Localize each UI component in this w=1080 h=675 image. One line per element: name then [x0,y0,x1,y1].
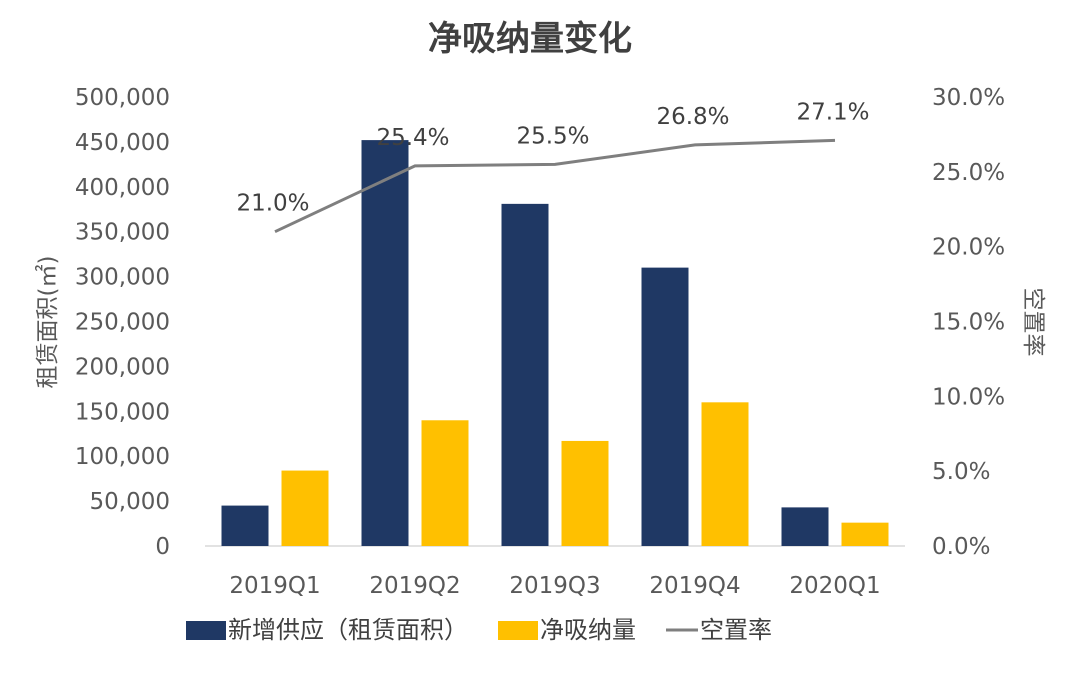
left-tick-label: 200,000 [75,354,170,380]
legend-swatch-2 [498,621,538,640]
right-axis-ticks: 0.0% 5.0% 10.0% 15.0% 20.0% 25.0% 30.0% [932,85,1005,560]
bar-1-2019Q3 [501,203,549,546]
legend-label-3: 空置率 [700,616,772,644]
vacancy-rate-label: 25.5% [516,123,589,149]
bar-1-2020Q1 [781,507,829,546]
left-axis-ticks: 0 50,000 100,000 150,000 200,000 250,000 300,0… [75,85,170,560]
category-label: 2020Q1 [789,573,880,599]
right-tick-label: 0.0% [932,534,990,560]
bar-2-2019Q3 [561,440,609,546]
left-tick-label: 150,000 [75,399,170,425]
right-tick-label: 20.0% [932,235,1005,261]
bar-2-2019Q4 [701,402,749,546]
legend-label-1: 新增供应（租赁面积） [228,616,468,644]
vacancy-rate-label: 21.0% [236,191,309,217]
category-label: 2019Q4 [649,573,740,599]
vacancy-rate-label: 27.1% [796,99,869,125]
bars [221,140,889,546]
line-series: 21.0% 25.4% 25.5% 26.8% 27.1% [236,99,870,234]
vacancy-rate-label: 25.4% [376,125,449,151]
left-tick-label: 450,000 [75,130,170,156]
bar-1-2019Q1 [221,505,269,546]
right-axis-title: 空置率 [1020,288,1046,357]
left-tick-label: 0 [155,534,170,560]
left-tick-label: 400,000 [75,175,170,201]
left-tick-label: 500,000 [75,85,170,111]
category-label: 2019Q3 [509,573,600,599]
left-tick-label: 100,000 [75,444,170,470]
right-tick-label: 15.0% [932,310,1005,336]
vacancy-rate-label: 26.8% [656,104,729,130]
category-labels: 2019Q1 2019Q2 2019Q3 2019Q4 2020Q1 [229,573,880,599]
left-tick-label: 50,000 [90,489,170,515]
right-tick-label: 5.0% [932,459,990,485]
left-tick-label: 250,000 [75,310,170,336]
left-tick-label: 300,000 [75,265,170,291]
legend-label-2: 净吸纳量 [540,616,636,644]
right-tick-label: 25.0% [932,160,1005,186]
left-axis-title: 租赁面积(㎡) [35,256,61,389]
bar-1-2019Q2 [361,140,409,546]
category-label: 2019Q1 [229,573,320,599]
bar-1-2019Q4 [641,267,689,546]
bar-2-2020Q1 [841,522,889,546]
legend: 新增供应（租赁面积） 净吸纳量 空置率 [186,616,772,644]
left-tick-label: 350,000 [75,220,170,246]
legend-swatch-1 [186,621,226,640]
category-label: 2019Q2 [369,573,460,599]
vacancy-rate-line [274,138,836,234]
right-tick-label: 10.0% [932,384,1005,410]
bar-2-2019Q2 [421,420,469,546]
bar-2-2019Q1 [281,470,329,546]
chart-title: 净吸纳量变化 [428,19,632,59]
right-tick-label: 30.0% [932,85,1005,111]
